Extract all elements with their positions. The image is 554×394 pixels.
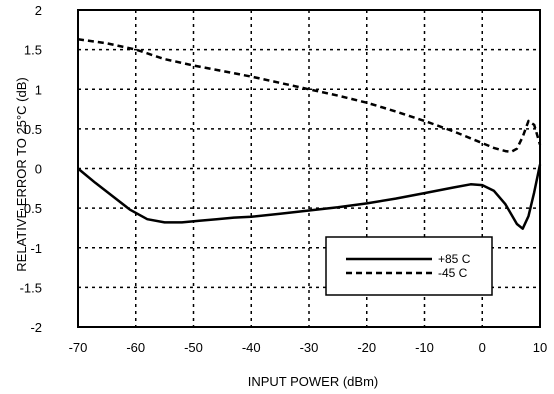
x-tick-label: 0 [479,340,486,355]
x-tick-label: 10 [533,340,547,355]
y-tick-label: 0 [35,162,42,177]
y-tick-label: -0.5 [20,201,42,216]
grid-lines [78,10,540,327]
x-axis-label: INPUT POWER (dBm) [248,374,379,389]
y-tick-label: -1.5 [20,280,42,295]
x-tick-labels: -70 -60 -50 -40 -30 -20 -10 0 10 [69,340,548,355]
y-tick-label: -1 [30,241,42,256]
legend-label: -45 C [438,266,468,280]
y-tick-label: 1.5 [24,43,42,58]
x-tick-label: -50 [184,340,203,355]
y-tick-label: -2 [30,320,42,335]
series-lines [77,38,542,230]
y-tick-label: 1 [35,82,42,97]
y-tick-label: 0.5 [24,122,42,137]
y-tick-label: 2 [35,3,42,18]
legend-box [325,236,493,296]
series-line [77,164,542,230]
legend: +85 C-45 C [325,236,493,296]
plot-frame [77,9,541,328]
y-axis-label: RELATIVE ERROR TO 25°C (dB) [14,77,29,271]
x-tick-label: -40 [242,340,261,355]
x-tick-label: -70 [69,340,88,355]
x-tick-label: -60 [126,340,145,355]
x-tick-label: -30 [300,340,319,355]
x-tick-label: -20 [357,340,376,355]
y-tick-labels: 2 1.5 1 0.5 0 -0.5 -1 -1.5 -2 [20,3,42,335]
legend-label: +85 C [438,252,471,266]
x-tick-label: -10 [415,340,434,355]
